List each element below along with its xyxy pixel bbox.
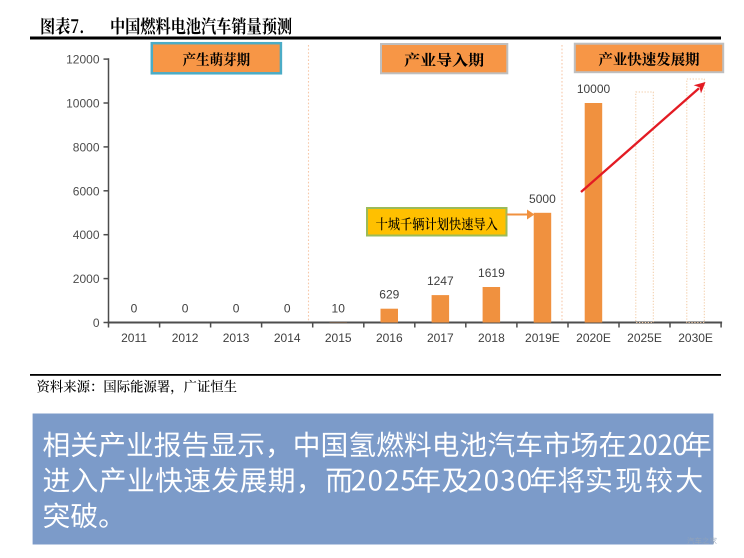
svg-text:10: 10	[332, 302, 346, 316]
svg-text:1247: 1247	[427, 274, 454, 288]
svg-text:0: 0	[131, 302, 138, 316]
svg-text:2025E: 2025E	[627, 331, 662, 345]
svg-text:0: 0	[233, 302, 240, 316]
svg-text:2019E: 2019E	[525, 331, 560, 345]
svg-text:2020E: 2020E	[576, 331, 611, 345]
svg-text:2030E: 2030E	[678, 331, 713, 345]
svg-text:2014: 2014	[274, 331, 301, 345]
svg-text:2011: 2011	[121, 331, 147, 345]
svg-text:12000: 12000	[66, 53, 100, 67]
svg-text:0: 0	[182, 302, 189, 316]
svg-text:2000: 2000	[73, 272, 100, 286]
svg-text:0: 0	[93, 316, 100, 330]
svg-text:629: 629	[379, 288, 399, 302]
svg-text:2017: 2017	[427, 331, 454, 345]
svg-text:5000: 5000	[529, 192, 556, 206]
svg-text:2015: 2015	[325, 331, 352, 345]
svg-text:0: 0	[284, 302, 291, 316]
svg-text:6000: 6000	[73, 184, 100, 198]
svg-text:2016: 2016	[376, 331, 403, 345]
svg-text:2013: 2013	[223, 331, 250, 345]
svg-text:2012: 2012	[172, 331, 199, 345]
svg-text:8000: 8000	[73, 140, 100, 154]
svg-text:2018: 2018	[478, 331, 505, 345]
svg-text:10000: 10000	[66, 97, 100, 111]
svg-text:1619: 1619	[478, 266, 505, 280]
svg-text:4000: 4000	[73, 228, 100, 242]
svg-text:10000: 10000	[577, 82, 611, 96]
